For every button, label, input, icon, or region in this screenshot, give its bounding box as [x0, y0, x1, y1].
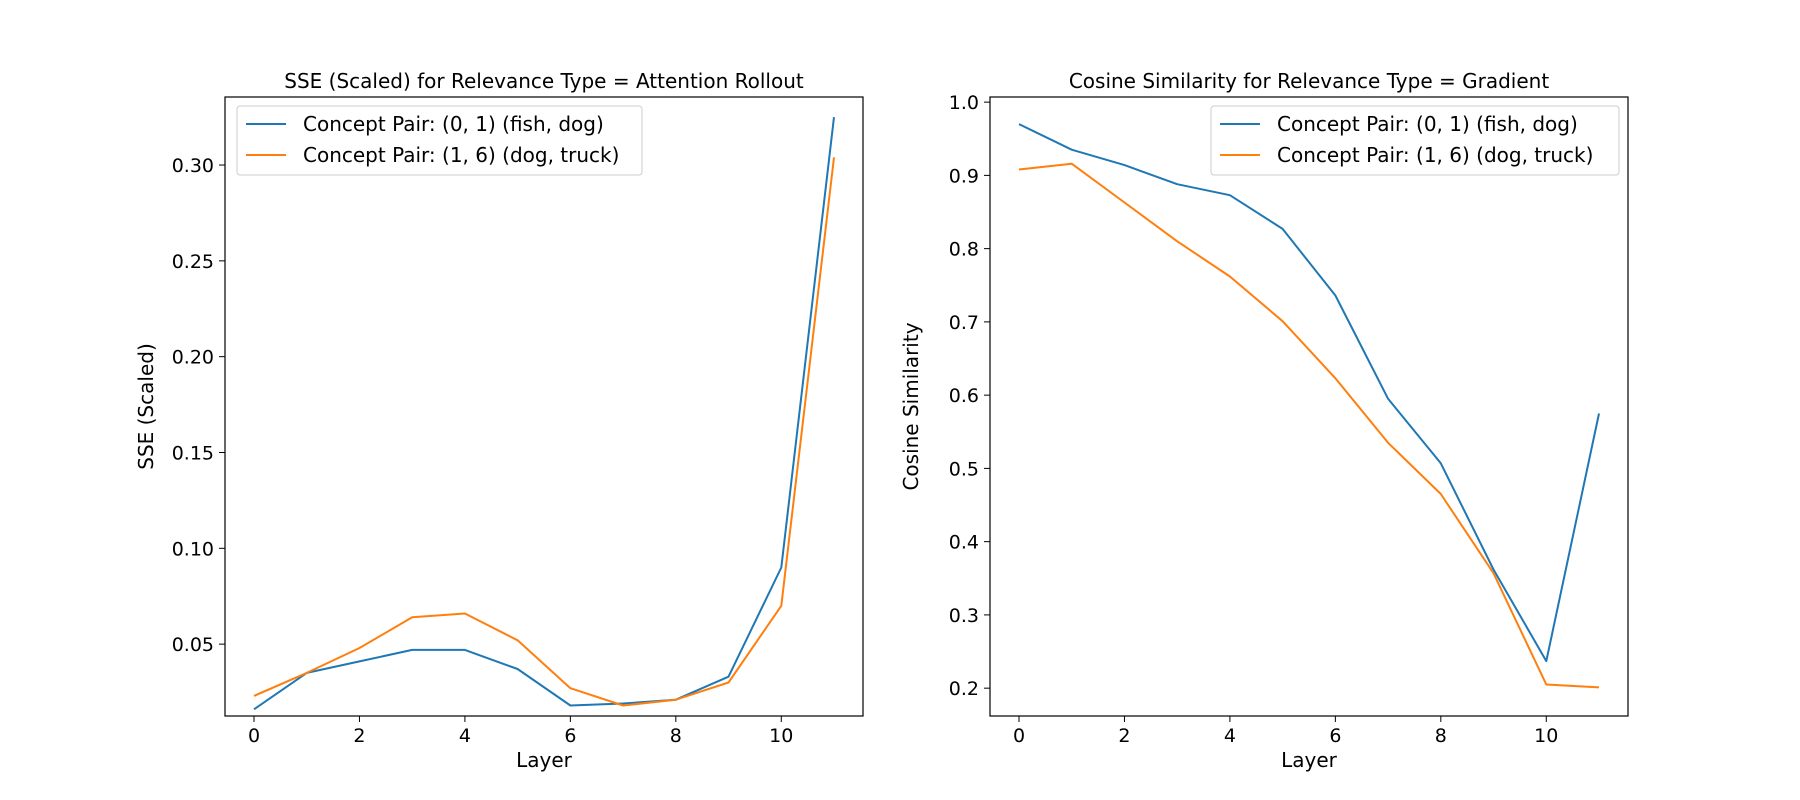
legend-label: Concept Pair: (1, 6) (dog, truck) — [1277, 143, 1593, 167]
y-tick-label: 0.5 — [949, 458, 979, 480]
y-tick-label: 0.3 — [949, 605, 979, 627]
x-tick-label: 10 — [769, 725, 793, 747]
y-tick-label: 0.15 — [172, 442, 214, 464]
legend: Concept Pair: (0, 1) (fish, dog) Concept … — [236, 105, 643, 176]
x-tick-label: 6 — [1329, 725, 1341, 747]
axis-ticks: 0 2 4 6 8 10 0.05 0.10 0.15 0.20 0.25 0.30 — [172, 155, 794, 747]
chart-cosine-similarity-gradient: 0 2 4 6 8 10 0.2 0.3 0.4 0.5 0.6 0.7 0.8 0.9 1.0 Conce… — [899, 69, 1629, 772]
plot-frame — [989, 96, 1629, 717]
x-tick-label: 6 — [564, 725, 576, 747]
y-tick-label: 0.7 — [949, 312, 979, 334]
x-tick-label: 2 — [1118, 725, 1130, 747]
y-tick-label: 0.30 — [172, 155, 214, 177]
x-axis-label: Layer — [1281, 748, 1338, 772]
legend-box — [1210, 105, 1620, 176]
legend-label: Concept Pair: (0, 1) (fish, dog) — [303, 112, 604, 136]
chart-title: SSE (Scaled) for Relevance Type = Attent… — [284, 69, 804, 93]
legend-label: Concept Pair: (1, 6) (dog, truck) — [303, 143, 619, 167]
y-tick-label: 0.6 — [949, 385, 979, 407]
x-tick-label: 4 — [459, 725, 471, 747]
plot-frame — [224, 96, 864, 717]
y-axis-label: Cosine Similarity — [899, 322, 923, 490]
x-axis-label: Layer — [516, 748, 573, 772]
series-line-1 — [253, 116, 835, 711]
y-tick-label: 0.2 — [949, 678, 979, 700]
series-line-2 — [253, 157, 835, 707]
series-lines — [253, 116, 835, 711]
y-tick-label: 0.4 — [949, 532, 979, 554]
x-tick-label: 0 — [248, 725, 260, 747]
chart-title: Cosine Similarity for Relevance Type = G… — [1069, 69, 1550, 93]
x-tick-label: 4 — [1224, 725, 1236, 747]
y-axis-label: SSE (Scaled) — [134, 343, 158, 470]
legend-box — [236, 105, 643, 176]
x-tick-label: 8 — [670, 725, 682, 747]
axis-ticks: 0 2 4 6 8 10 0.2 0.3 0.4 0.5 0.6 0.7 0.8 0.9 1.0 — [949, 92, 1559, 747]
x-tick-label: 0 — [1013, 725, 1025, 747]
y-tick-label: 0.9 — [949, 165, 979, 187]
series-lines — [1018, 123, 1600, 689]
y-tick-label: 0.25 — [172, 251, 214, 273]
x-tick-label: 10 — [1534, 725, 1558, 747]
y-tick-label: 0.20 — [172, 347, 214, 369]
series-line-1 — [1018, 123, 1600, 663]
series-line-2 — [1018, 162, 1600, 689]
y-tick-label: 0.10 — [172, 538, 214, 560]
y-tick-label: 0.8 — [949, 239, 979, 261]
x-tick-label: 8 — [1435, 725, 1447, 747]
chart-sse-attention-rollout: 0 2 4 6 8 10 0.05 0.10 0.15 0.20 0.25 0.30 Concept … — [134, 69, 864, 772]
y-tick-label: 0.05 — [172, 634, 214, 656]
legend: Concept Pair: (0, 1) (fish, dog) Concept … — [1210, 105, 1620, 176]
x-tick-label: 2 — [353, 725, 365, 747]
y-tick-label: 1.0 — [949, 92, 979, 114]
legend-label: Concept Pair: (0, 1) (fish, dog) — [1277, 112, 1578, 136]
